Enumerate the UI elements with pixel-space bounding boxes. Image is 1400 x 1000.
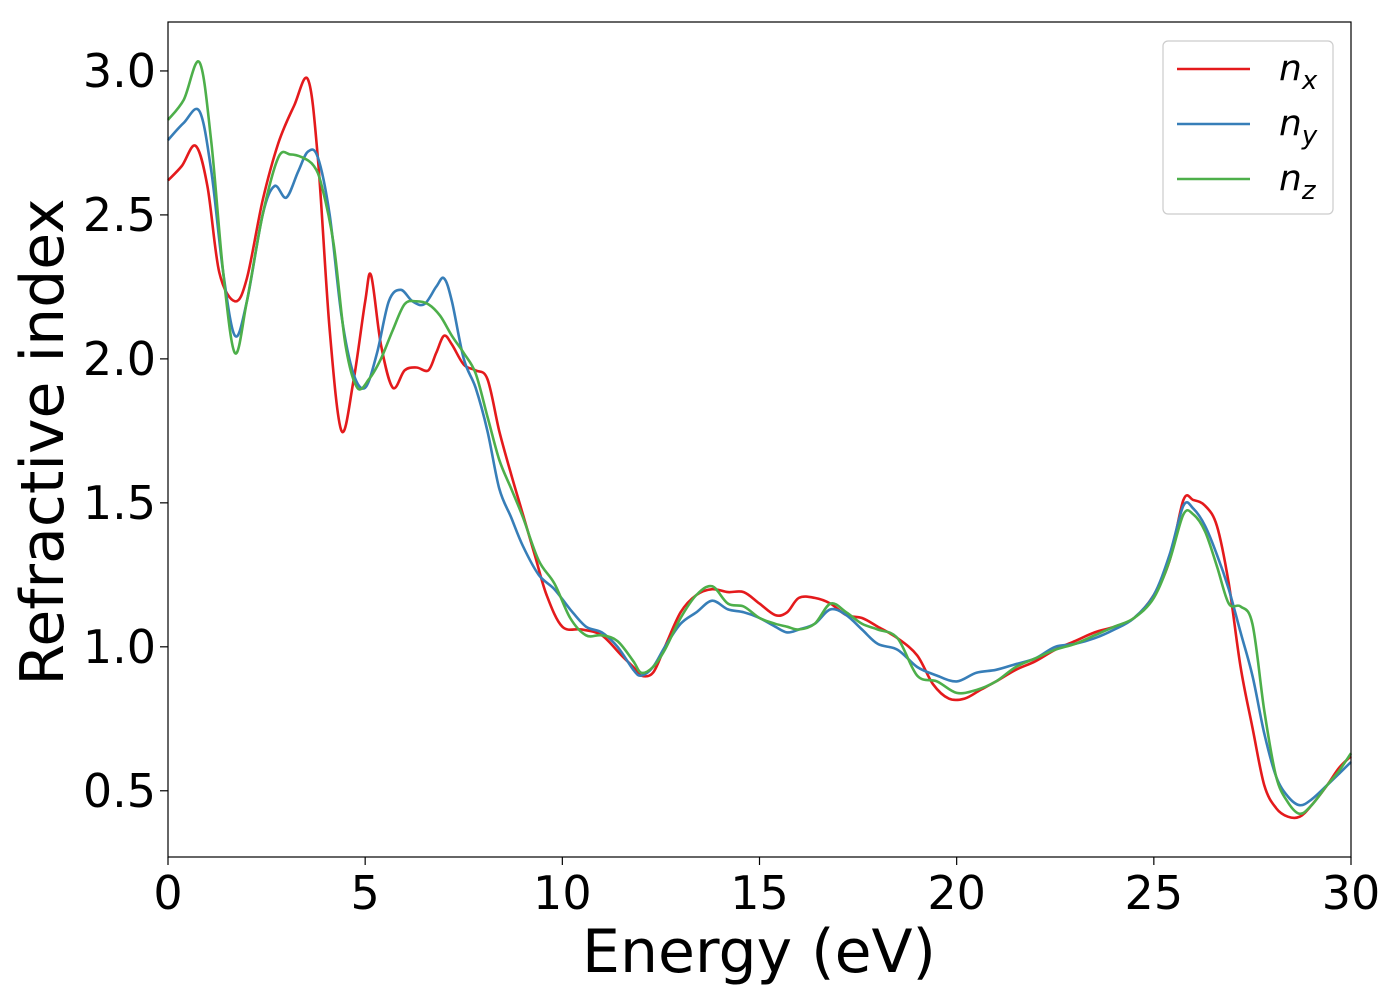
x-tick-label: 5 — [351, 866, 380, 920]
legend-subscript: x — [1301, 66, 1318, 96]
x-tick-label: 15 — [730, 866, 789, 920]
legend-subscript: y — [1301, 121, 1318, 151]
y-tick-label: 0.5 — [83, 764, 156, 818]
x-tick-label: 0 — [153, 866, 182, 920]
y-tick-label: 3.0 — [83, 44, 156, 98]
series-line-nz — [166, 60, 1353, 816]
x-tick-label: 10 — [533, 866, 592, 920]
legend-box — [1162, 40, 1334, 215]
y-tick-label: 1.0 — [83, 620, 156, 674]
x-axis-label: Energy (eV) — [582, 917, 936, 987]
legend-subscript: z — [1301, 176, 1317, 206]
y-tick-label: 1.5 — [83, 476, 156, 530]
x-axis-ticks: 0 5 10 15 20 25 30 — [153, 857, 1380, 920]
y-tick-label: 2.5 — [83, 188, 156, 242]
x-tick-label: 20 — [927, 866, 986, 920]
x-tick-label: 25 — [1125, 866, 1184, 920]
y-tick-label: 2.0 — [83, 332, 156, 386]
y-axis-ticks: 0.5 1.0 1.5 2.0 2.5 3.0 — [83, 44, 168, 818]
x-tick-label: 30 — [1322, 866, 1381, 920]
y-axis-label: Refractive index — [8, 198, 78, 685]
series-lines — [166, 60, 1353, 820]
